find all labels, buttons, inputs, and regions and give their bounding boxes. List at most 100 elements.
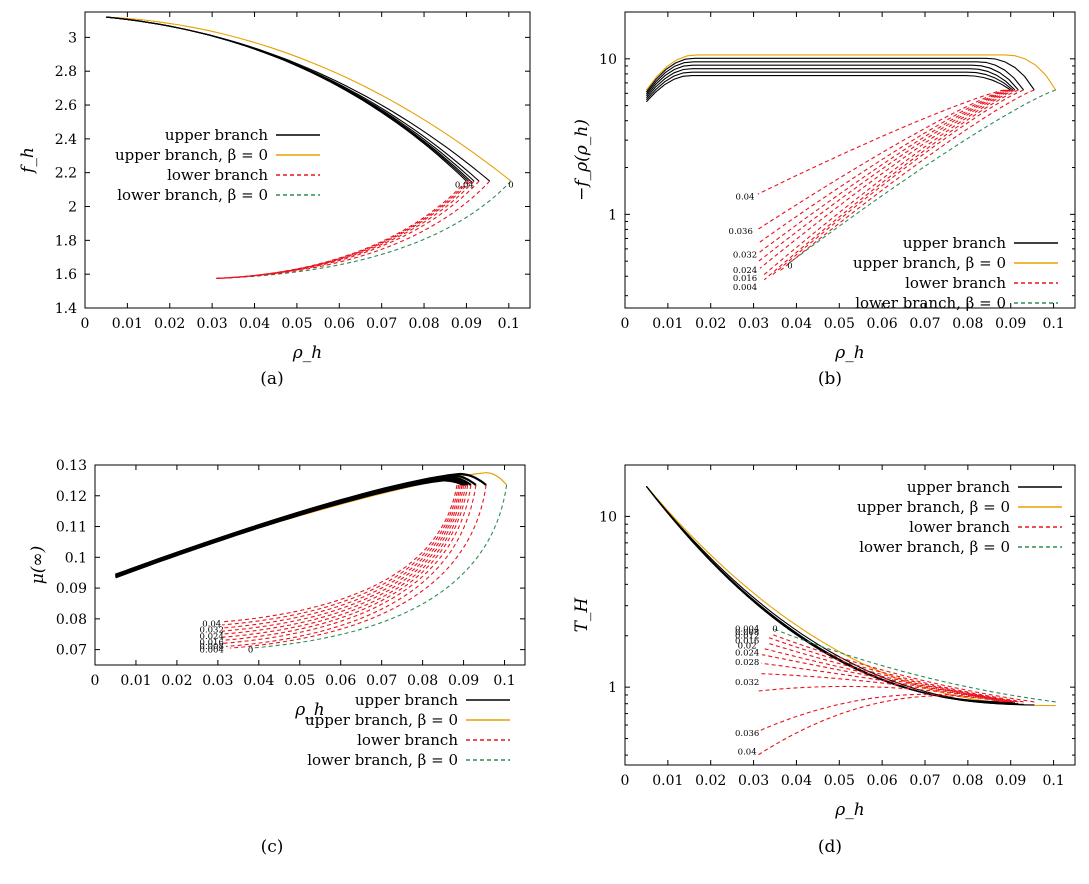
x-tick-label: 0.02 [161, 673, 192, 689]
panel-c: 0 0.01 0.02 0.03 0.04 0.05 0.06 0.07 0.08 0.09 0.1… [28, 458, 526, 769]
curve-annotation: 0 [772, 625, 777, 635]
x-tick-label: 0 [81, 316, 90, 332]
curve-annotation: 0.004 [733, 283, 757, 293]
curve-annotation: 0.032 [200, 626, 224, 636]
y-tick-label: 2.8 [55, 64, 77, 80]
curve-annotation: 0.016 [200, 638, 224, 648]
lower-branch-curve [221, 484, 460, 626]
x-tick-label: 0.1 [1042, 316, 1064, 332]
lower-branch-curve [221, 484, 458, 623]
legend-entry-label: upper branch [907, 478, 1010, 496]
y-tick-label: 2.2 [55, 166, 77, 182]
upper-branch-curve [645, 64, 1019, 97]
x-tick-label: 0.04 [243, 673, 274, 689]
y-tick-label: 0.1 [65, 550, 87, 566]
x-tick-label: 0.01 [652, 773, 683, 789]
lower-branch-curve [761, 89, 1016, 277]
upper-branch-curve [645, 68, 1016, 99]
x-axis-label: ρ_h [294, 700, 324, 720]
x-axis-label: ρ_h [292, 343, 322, 363]
x-tick-label: 0.07 [909, 316, 940, 332]
y-axis-label: T_H [572, 596, 592, 632]
lower-branch-curve [216, 180, 469, 279]
upper-branch-curve [106, 16, 467, 182]
curve-annotation: 0.004 [200, 646, 224, 656]
legend-entry-label: upper branch [165, 126, 268, 144]
x-tick-label: 0.06 [325, 673, 356, 689]
y-tick-label: 10 [599, 509, 617, 525]
x-tick-label: 0.07 [366, 316, 397, 332]
y-tick-label: 2.4 [55, 132, 77, 148]
curve-annotation: 0.024 [733, 266, 757, 276]
lower-branch-curve [757, 89, 1008, 244]
legend-entry-label: lower branch [905, 274, 1006, 292]
curve-annotation: 0 [787, 261, 792, 271]
panel-a: 0 0.01 0.02 0.03 0.04 0.05 0.06 0.07 0.08 0.09 0.1… [18, 11, 531, 363]
legend-entry-label: lower branch, β = 0 [117, 186, 268, 204]
x-tick-label: 0.03 [738, 316, 769, 332]
y-tick-label: 0.11 [56, 520, 87, 536]
x-tick-label: 0.01 [112, 316, 143, 332]
x-tick-label: 0.08 [952, 316, 983, 332]
y-tick-label: 1.8 [55, 233, 77, 249]
legend-entry-label: upper branch [903, 234, 1006, 252]
lower-branch-curve [221, 484, 472, 645]
x-tick-label: 0.05 [281, 316, 312, 332]
lower-branch-curve [216, 180, 512, 279]
upper-branch-curve [115, 476, 469, 578]
lower-branch-curve [230, 484, 487, 649]
lower-branch-curve [216, 180, 480, 279]
x-axis-label: ρ_h [834, 343, 864, 363]
curve-annotation: 0.04 [455, 181, 474, 191]
x-tick-label: 0.01 [652, 316, 683, 332]
curve-annotation: 0.004 [735, 625, 759, 635]
curve-annotation: 0.036 [735, 729, 759, 739]
x-tick-label: 0 [621, 316, 630, 332]
y-tick-label: 0.12 [56, 489, 87, 505]
x-tick-label: 0.03 [202, 673, 233, 689]
lower-branch-curve [787, 89, 1056, 265]
curve-annotation: 0.02 [738, 642, 757, 652]
curve-annotation: 0.04 [738, 747, 757, 757]
panel-caption: (d) [818, 837, 842, 857]
x-tick-label: 0.04 [239, 316, 270, 332]
legend-entry-label: lower branch [909, 518, 1010, 536]
lower-branch-curve [757, 89, 1005, 195]
curve-annotation: 0.032 [733, 251, 757, 261]
x-tick-label: 0.01 [120, 673, 151, 689]
y-tick-label: 0.08 [56, 612, 87, 628]
y-axis-label: f_h [18, 147, 38, 175]
curve-annotation: 0.04 [736, 193, 755, 203]
x-tick-label: 0.02 [695, 773, 726, 789]
y-tick-label: 1 [608, 680, 617, 696]
y-tick-label: 0.09 [56, 581, 87, 597]
curve-annotation: 0.032 [735, 678, 759, 688]
plot-frame [624, 11, 1076, 309]
lower-branch-curve [216, 180, 467, 279]
x-tick-label: 0.03 [197, 316, 228, 332]
y-tick-label: 1.4 [55, 301, 77, 317]
curve-annotation: 0.008 [200, 642, 224, 652]
legend-entry-label: lower branch, β = 0 [307, 751, 458, 769]
curve-annotation: 0.012 [735, 632, 759, 642]
y-tick-label: 2 [68, 200, 77, 216]
curve-annotation: 0.04 [202, 619, 221, 629]
x-tick-label: 0.09 [995, 316, 1026, 332]
lower-branch-curve [768, 637, 1024, 703]
x-tick-label: 0 [621, 773, 630, 789]
lower-branch-curve [221, 484, 465, 635]
panel-d: 0 0.01 0.02 0.03 0.04 0.05 0.06 0.07 0.08 0.09 0.1… [572, 464, 1076, 820]
legend-entry-label: lower branch, β = 0 [855, 294, 1006, 312]
panel-caption: (c) [261, 837, 284, 857]
upper-branch-curve [645, 54, 1057, 91]
lower-branch-curve [757, 89, 1006, 230]
upper-branch-curve [115, 475, 472, 577]
legend-entry-label: upper branch [355, 691, 458, 709]
x-tick-label: 0.02 [695, 316, 726, 332]
plot-frame [84, 11, 531, 309]
x-tick-label: 0.09 [995, 773, 1026, 789]
x-tick-label: 0.05 [284, 673, 315, 689]
x-tick-label: 0.05 [824, 316, 855, 332]
x-tick-label: 0.06 [867, 316, 898, 332]
